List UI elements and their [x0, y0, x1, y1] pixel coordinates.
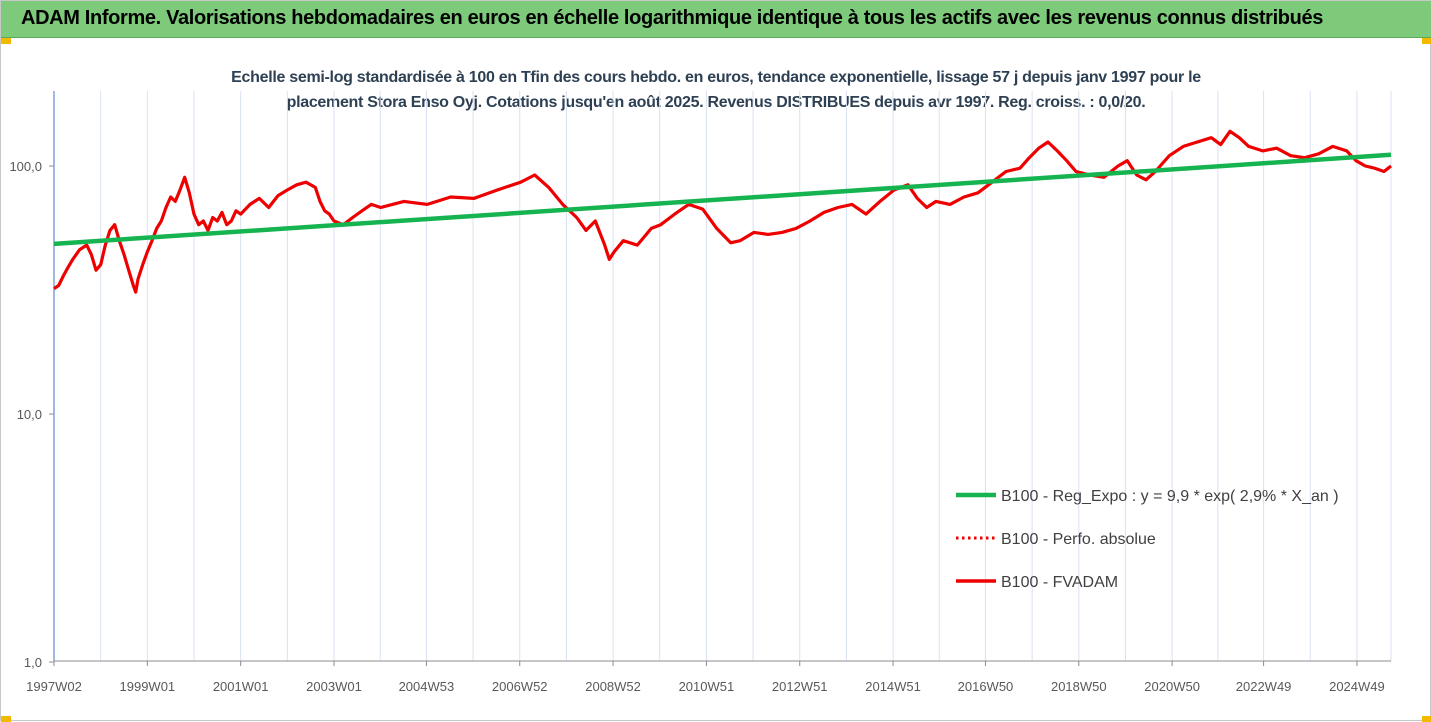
- x-tick-label: 1999W01: [120, 679, 176, 694]
- series-fvadam-line: [53, 129, 1392, 294]
- x-tick-label: 2008W52: [585, 679, 641, 694]
- x-tick-label: 2006W52: [492, 679, 548, 694]
- series-trend-line: [53, 152, 1392, 247]
- chart-title-line-1: Echelle semi-log standardisée à 100 en T…: [231, 69, 1201, 86]
- report-title: ADAM Informe. Valorisations hebdomadaire…: [21, 7, 1324, 29]
- y-tick-label: 1,0: [24, 655, 42, 670]
- corner-handle-bottom-right: [1422, 716, 1431, 722]
- x-tick-label: 2020W50: [1144, 679, 1200, 694]
- x-tick-label: 2010W51: [679, 679, 735, 694]
- chart-title-line-2: placement Stora Enso Oyj. Cotations jusq…: [286, 94, 1146, 111]
- y-tick-label: 100,0: [9, 159, 42, 174]
- corner-handle-bottom-left: [1, 716, 11, 722]
- y-tick-label: 10,0: [17, 407, 42, 422]
- x-tick-label: 2004W53: [399, 679, 455, 694]
- x-tick-label: 2018W50: [1051, 679, 1107, 694]
- chart-title: Echelle semi-log standardisée à 100 en T…: [121, 65, 1311, 115]
- legend-perfo-absolue-label: B100 - Perfo. absolue: [1001, 531, 1156, 548]
- x-tick-label: 2014W51: [865, 679, 921, 694]
- x-tick-label: 2016W50: [958, 679, 1014, 694]
- legend-fvadam-label: B100 - FVADAM: [1001, 574, 1118, 591]
- x-tick-label: 2003W01: [306, 679, 362, 694]
- x-tick-label: 1997W02: [26, 679, 82, 694]
- corner-handle-top-right: [1422, 38, 1431, 44]
- legend-trend-label: B100 - Reg_Expo : y = 9,9 * exp( 2,9% * …: [1001, 488, 1339, 505]
- corner-handle-top-left: [1, 38, 11, 44]
- report-banner: ADAM Informe. Valorisations hebdomadaire…: [1, 1, 1431, 38]
- x-tick-label: 2024W49: [1329, 679, 1385, 694]
- x-tick-label: 2012W51: [772, 679, 828, 694]
- x-tick-label: 2022W49: [1236, 679, 1292, 694]
- x-tick-label: 2001W01: [213, 679, 269, 694]
